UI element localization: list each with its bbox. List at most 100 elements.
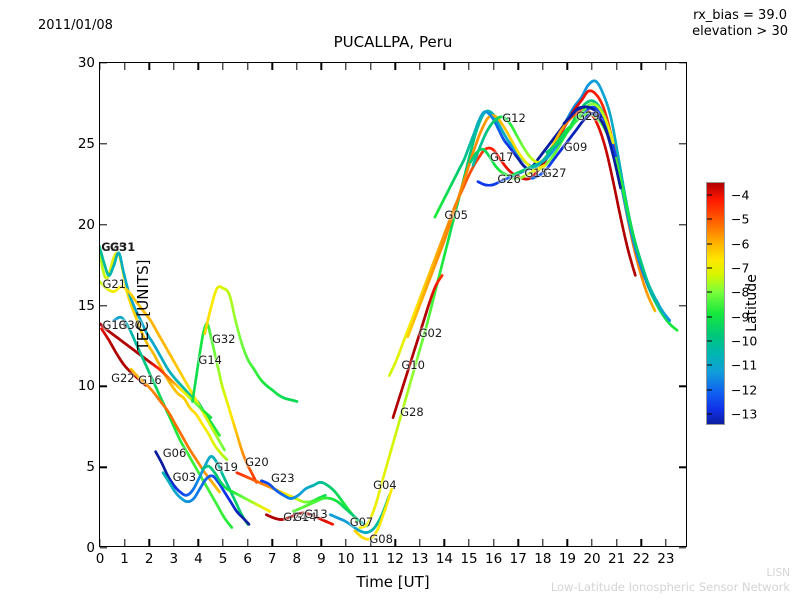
x-tick-label: 3: [169, 551, 179, 567]
y-tick-mark: [100, 62, 107, 64]
x-tick-mark: [222, 539, 224, 546]
x-tick-mark: [492, 539, 495, 546]
y-tick-mark: [679, 385, 686, 388]
series-label: G22: [111, 371, 135, 386]
x-tick-label: 4: [194, 551, 203, 567]
x-tick-label: 21: [608, 551, 626, 567]
x-tick-mark: [320, 539, 323, 546]
y-tick-mark: [679, 466, 686, 468]
y-tick-mark: [679, 304, 686, 307]
tec-scatter-canvas: [99, 62, 687, 547]
colorbar-title: Latitude: [744, 274, 760, 332]
colorbar-tick-mark: [707, 291, 712, 293]
x-tick-mark: [665, 539, 667, 546]
x-tick-label: 22: [632, 551, 650, 567]
series-label: G08: [369, 532, 393, 547]
series-label: G18: [102, 317, 126, 332]
plot-axes-frame: 0 5 10 15 20 25 30 0 1 2 3 4 5 6 7 8 9 10 11 12 13 14 15 16 17 1…: [78, 55, 687, 567]
x-tick-mark: [665, 63, 667, 70]
colorbar-tick-label: −8: [731, 284, 750, 300]
x-tick-mark: [369, 63, 372, 70]
x-tick-label: 14: [435, 551, 454, 567]
series-label: G30: [118, 317, 142, 332]
colorbar-tick-label: −13: [731, 406, 758, 422]
series-label: G09: [563, 140, 588, 155]
series-label: G03: [172, 469, 197, 484]
x-tick-label: 6: [243, 551, 252, 567]
y-tick-mark: [100, 143, 107, 145]
x-tick-label: 7: [267, 551, 277, 567]
series-label: G31: [109, 240, 136, 255]
x-tick-mark: [99, 539, 101, 546]
series-label: G14: [198, 353, 222, 368]
x-tick-mark: [296, 539, 298, 546]
x-axis-label: Time [UT]: [356, 573, 430, 591]
series-label: G20: [245, 455, 269, 470]
x-tick-mark: [566, 63, 569, 70]
colorbar-tick-label: −7: [731, 260, 750, 276]
x-tick-label: 13: [411, 551, 429, 567]
series-label: G13: [304, 507, 328, 522]
x-tick-mark: [148, 539, 150, 546]
x-tick-mark: [419, 63, 421, 70]
x-tick-label: 16: [485, 551, 503, 567]
series-label: G23: [270, 471, 295, 486]
series-label: G25: [101, 240, 127, 255]
colorbar-tick-mark: [707, 364, 712, 366]
x-tick-mark: [148, 63, 150, 70]
series-label: G07: [349, 515, 374, 530]
plot-title: PUCALLPA, Peru: [333, 33, 453, 51]
colorbar-tick-label: −12: [731, 382, 758, 398]
y-tick-mark: [679, 143, 686, 145]
corner-notes: rx_bias = 39.0 elevation > 30: [692, 8, 788, 40]
x-tick-label: 20: [583, 551, 601, 567]
x-tick-mark: [246, 539, 249, 546]
y-tick-label: 30: [77, 55, 95, 71]
series-label: G10: [401, 358, 425, 373]
y-tick-mark: [100, 547, 107, 549]
series-label: G24: [283, 510, 307, 525]
colorbar: −4 −5 −6 −7 −8 −9 −10 −11 −12 −13: [706, 182, 757, 425]
series-label: G27: [542, 165, 567, 180]
x-tick-mark: [468, 539, 470, 546]
series-label: G12: [502, 110, 526, 125]
y-tick-label: 25: [77, 135, 95, 152]
series-label: G17: [489, 149, 514, 164]
colorbar-tick-label: −10: [731, 333, 758, 349]
colorbar-tick-label: −6: [731, 236, 750, 252]
x-tick-label: 12: [386, 551, 404, 567]
x-tick-label: 2: [144, 551, 154, 567]
y-tick-label: 10: [77, 378, 95, 395]
y-tick-mark: [679, 547, 686, 549]
x-tick-mark: [271, 63, 273, 70]
date-label: 2011/01/08: [38, 18, 113, 33]
series-label: G28: [400, 405, 424, 420]
series-label: G06: [162, 445, 187, 460]
x-tick-mark: [394, 63, 396, 70]
x-tick-mark: [394, 539, 396, 546]
colorbar-tick-label: −11: [731, 357, 758, 373]
x-tick-mark: [369, 539, 372, 546]
series-label: G05: [444, 207, 468, 222]
x-tick-mark: [566, 539, 569, 546]
x-tick-mark: [296, 63, 298, 70]
x-tick-mark: [345, 539, 347, 546]
x-tick-mark: [173, 63, 175, 70]
x-tick-mark: [99, 63, 101, 70]
x-tick-mark: [320, 63, 323, 70]
x-tick-label: 19: [558, 551, 577, 567]
x-tick-mark: [615, 63, 618, 70]
y-tick-mark: [679, 62, 686, 64]
x-tick-mark: [615, 539, 618, 546]
series-label: G32: [211, 332, 236, 347]
x-tick-mark: [591, 63, 593, 70]
x-tick-label: 8: [292, 551, 302, 567]
x-tick-mark: [123, 63, 126, 70]
x-tick-label: 15: [460, 551, 478, 567]
x-tick-mark: [419, 539, 421, 546]
y-tick-label: 5: [86, 459, 95, 476]
x-tick-label: 9: [317, 551, 326, 567]
x-tick-mark: [271, 539, 273, 546]
watermark-acronym: LISN: [766, 567, 790, 579]
x-tick-mark: [640, 539, 642, 546]
